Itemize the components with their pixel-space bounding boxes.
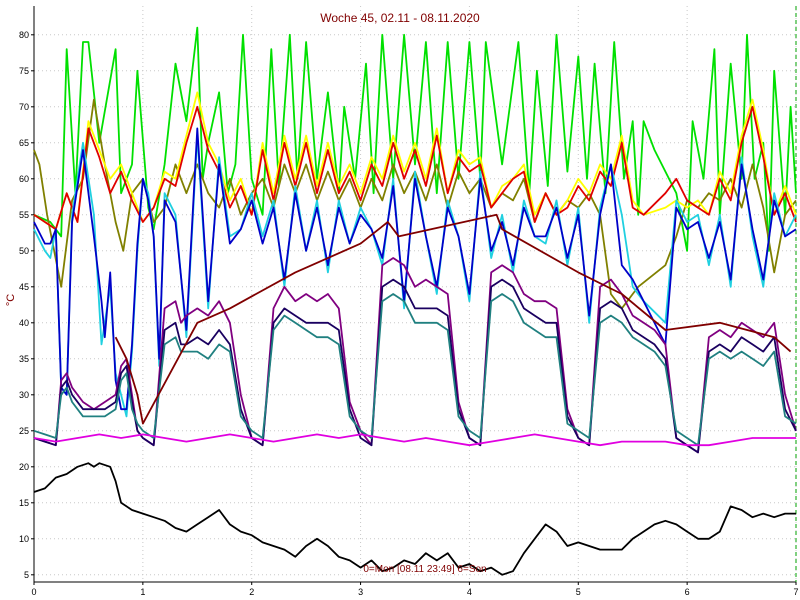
axes	[31, 6, 797, 585]
y-tick-label: 5	[24, 570, 29, 580]
chart-footer: 0=Mon [08.11 23:49] 6=Son	[363, 564, 486, 575]
y-tick-label: 70	[19, 102, 29, 112]
series-line	[33, 433, 796, 447]
y-tick-label: 40	[19, 318, 29, 328]
y-tick-label: 35	[19, 354, 29, 364]
series-line	[33, 293, 797, 447]
x-tick-label: 1	[140, 587, 145, 597]
series-line	[33, 134, 797, 418]
series-line	[33, 26, 797, 252]
x-tick-label: 4	[467, 587, 472, 597]
series-lines	[33, 26, 797, 576]
y-tick-label: 20	[19, 462, 29, 472]
y-tick-label: 30	[19, 390, 29, 400]
series-line	[33, 127, 797, 411]
y-tick-label: 55	[19, 210, 29, 220]
series-line	[33, 91, 797, 231]
y-tick-label: 65	[19, 138, 29, 148]
y-tick-label: 60	[19, 174, 29, 184]
series-line	[33, 462, 796, 576]
x-tick-label: 2	[249, 587, 254, 597]
x-tick-label: 0	[31, 587, 36, 597]
series-line	[114, 213, 792, 425]
y-tick-label: 75	[19, 66, 29, 76]
y-tick-label: 25	[19, 426, 29, 436]
chart-title: Woche 45, 02.11 - 08.11.2020	[320, 11, 480, 25]
y-tick-label: 45	[19, 282, 29, 292]
x-tick-label: 5	[576, 587, 581, 597]
y-tick-label: 50	[19, 246, 29, 256]
x-tick-label: 3	[358, 587, 363, 597]
series-line	[33, 105, 797, 231]
y-tick-label: 10	[19, 534, 29, 544]
y-tick-label: 15	[19, 498, 29, 508]
x-tick-label: 7	[793, 587, 798, 597]
x-tick-label: 6	[685, 587, 690, 597]
y-axis-label: °C	[5, 294, 17, 306]
y-tick-label: 80	[19, 30, 29, 40]
